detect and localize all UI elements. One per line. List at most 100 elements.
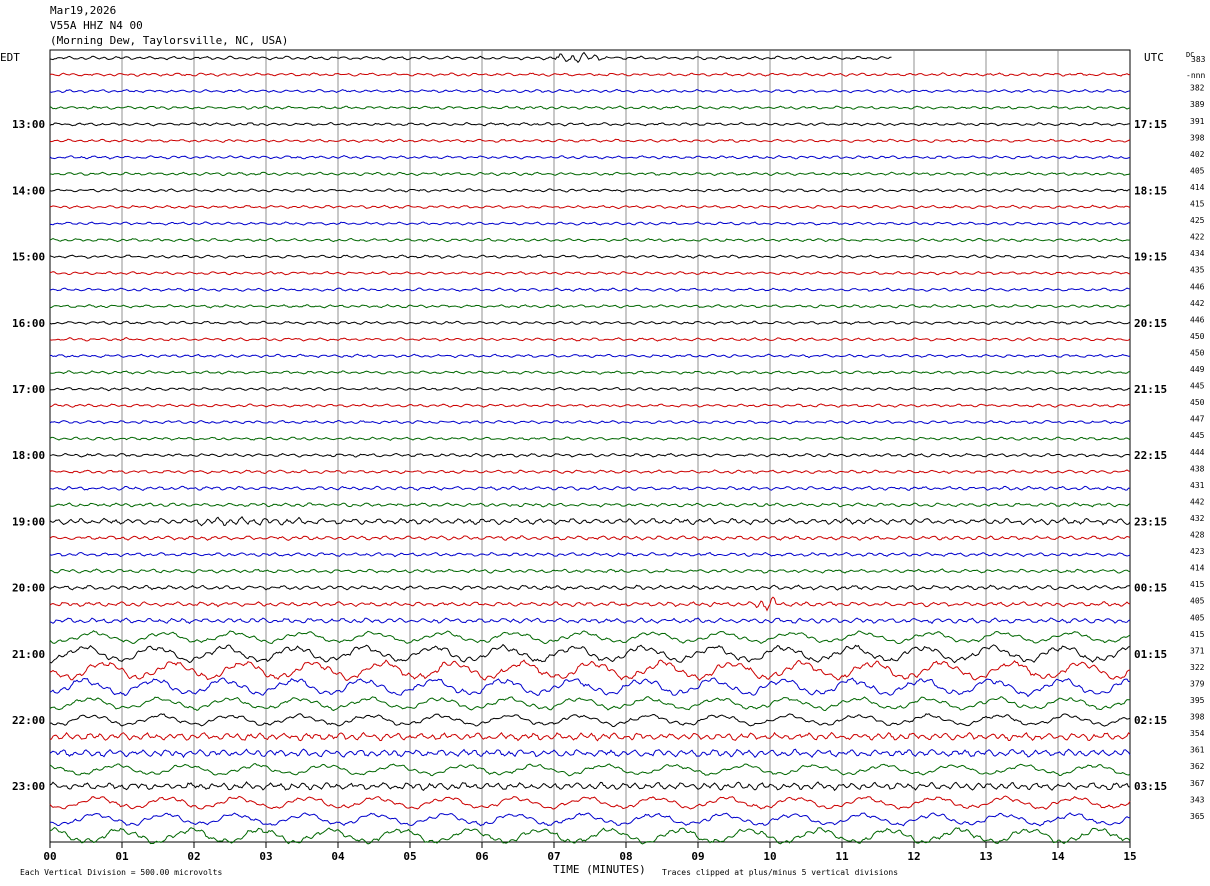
dc-value: 398 xyxy=(1190,133,1205,142)
dc-value: 391 xyxy=(1190,117,1205,126)
x-tick-label: 14 xyxy=(1051,850,1065,863)
trace-row xyxy=(49,403,1131,408)
dc-value: 422 xyxy=(1190,233,1205,242)
dc-value: 432 xyxy=(1190,514,1205,523)
trace-row xyxy=(49,88,1131,94)
dc-value: 423 xyxy=(1190,547,1205,556)
dc-value: 379 xyxy=(1190,679,1205,688)
edt-hour-label: 14:00 xyxy=(12,184,45,197)
trace-row xyxy=(49,105,1131,110)
dc-value: 343 xyxy=(1190,795,1205,804)
left-timezone-label: EDT xyxy=(0,51,20,64)
edt-hour-label: 17:00 xyxy=(12,383,45,396)
trace-row xyxy=(49,303,1131,309)
trace-row xyxy=(49,596,1131,612)
labels: EDT UTC 13:00 14:00 15:00 16:00 17:00 18:00 19:0… xyxy=(0,51,1206,877)
x-tick-label: 04 xyxy=(331,850,345,863)
trace-row xyxy=(49,121,1131,127)
x-tick-label: 13 xyxy=(979,850,992,863)
right-timezone-label: UTC xyxy=(1144,51,1164,64)
x-tick-label: 11 xyxy=(835,850,849,863)
trace-row xyxy=(49,677,1131,698)
station-name: (Morning Dew, Taylorsville, NC, USA) xyxy=(50,34,289,47)
utc-hour-label: 22:15 xyxy=(1134,449,1167,462)
plot-date: Mar19,2026 xyxy=(50,4,117,17)
x-tick-label: 10 xyxy=(763,850,776,863)
dc-value: 367 xyxy=(1190,779,1205,788)
trace-row xyxy=(49,320,1131,326)
trace-row xyxy=(49,51,892,64)
trace-row xyxy=(49,630,1131,645)
dc-value: 442 xyxy=(1190,299,1205,308)
dc-value: 322 xyxy=(1190,663,1205,672)
trace-row xyxy=(50,713,1131,728)
dc-value: 425 xyxy=(1190,216,1205,225)
trace-row xyxy=(49,337,1131,342)
trace-row xyxy=(49,155,1131,160)
grid xyxy=(49,49,1131,843)
edt-hour-label: 19:00 xyxy=(12,515,45,528)
trace-row xyxy=(49,188,1131,193)
trace-row xyxy=(49,452,1131,458)
trace-row xyxy=(49,469,1131,475)
trace-row xyxy=(49,535,1131,541)
dc-value: 362 xyxy=(1190,762,1205,771)
trace-row xyxy=(49,659,1131,681)
dc-value: 414 xyxy=(1190,183,1205,192)
channel-id: V55A HHZ N4 00 xyxy=(50,19,143,32)
trace-row xyxy=(49,795,1131,810)
edt-hour-label: 16:00 xyxy=(12,317,45,330)
edt-hour-label: 20:00 xyxy=(12,582,45,595)
trace-row xyxy=(49,436,1131,441)
dc-value: 435 xyxy=(1190,266,1205,275)
dc-value: 415 xyxy=(1190,630,1205,639)
dc-value: 450 xyxy=(1190,332,1205,341)
dc-value: 383 xyxy=(1191,55,1206,64)
trace-row xyxy=(49,515,1131,527)
utc-hour-label: 01:15 xyxy=(1134,648,1167,661)
edt-hour-label: 22:00 xyxy=(12,714,45,727)
trace-row xyxy=(49,617,1131,625)
trace-row xyxy=(49,781,1131,792)
dc-value: 450 xyxy=(1190,398,1205,407)
dc-value: 382 xyxy=(1190,84,1205,93)
dc-value: 405 xyxy=(1190,166,1205,175)
trace-row xyxy=(49,696,1131,712)
trace-row xyxy=(49,270,1131,276)
x-tick-label: 08 xyxy=(619,850,632,863)
trace-row xyxy=(49,254,1131,259)
dc-value: 428 xyxy=(1190,531,1205,540)
dc-nnn-label: -nnn xyxy=(1186,71,1205,80)
dc-value: 442 xyxy=(1190,497,1205,506)
x-axis-title: TIME (MINUTES) xyxy=(553,863,646,876)
utc-hour-label: 17:15 xyxy=(1134,118,1167,131)
trace-row xyxy=(49,221,1131,226)
x-tick-label: 15 xyxy=(1123,850,1136,863)
trace-row xyxy=(50,386,1131,392)
trace-row xyxy=(49,763,1131,777)
trace-row xyxy=(49,370,1131,375)
dc-value: 434 xyxy=(1190,249,1205,258)
trace-row xyxy=(49,568,1131,574)
utc-hour-label: 21:15 xyxy=(1134,383,1167,396)
trace-row xyxy=(49,138,1131,143)
dc-value: 371 xyxy=(1190,646,1205,655)
utc-hour-label: 00:15 xyxy=(1134,582,1167,595)
trace-row xyxy=(49,237,1131,243)
trace-row xyxy=(49,353,1130,359)
utc-hour-label: 20:15 xyxy=(1134,317,1167,330)
trace-row xyxy=(50,812,1131,827)
trace-row xyxy=(49,748,1131,759)
trace-row xyxy=(49,485,1131,492)
trace-row xyxy=(49,204,1131,210)
utc-hour-label: 18:15 xyxy=(1134,184,1167,197)
trace-row xyxy=(49,827,1131,845)
trace-row xyxy=(49,72,1130,77)
dc-value: 414 xyxy=(1190,564,1205,573)
trace-row xyxy=(49,584,1130,591)
dc-value: 438 xyxy=(1190,464,1205,473)
utc-hour-label: 02:15 xyxy=(1134,714,1167,727)
x-tick-label: 12 xyxy=(907,850,920,863)
dc-value: 405 xyxy=(1190,597,1205,606)
